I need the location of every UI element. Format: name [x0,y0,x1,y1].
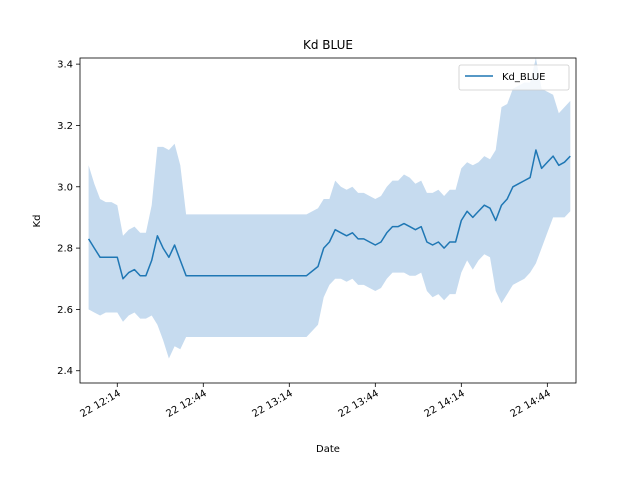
legend-entry-kd-blue: Kd_BLUE [502,72,545,83]
y-tick-label: 2.8 [57,244,73,255]
y-tick-label: 2.6 [57,305,73,316]
y-axis: 2.4 2.6 2.8 3.0 3.2 3.4 [57,60,80,377]
plot-frame [79,57,577,384]
series-line-group [87,149,571,280]
legend: Kd_BLUE [458,64,570,91]
y-tick-label: 2.4 [57,366,73,377]
legend-box [458,64,570,91]
confidence-band [88,58,571,359]
confidence-band-area [88,58,571,359]
y-tick-label: 3.2 [57,121,73,132]
chart-title: Kd BLUE [303,38,353,52]
y-axis-label: Kd [32,215,43,228]
x-axis-label: Date [316,444,340,455]
series-line-kd-blue [87,149,571,280]
y-tick-label: 3.4 [57,60,73,71]
y-tick-label: 3.0 [57,182,73,193]
